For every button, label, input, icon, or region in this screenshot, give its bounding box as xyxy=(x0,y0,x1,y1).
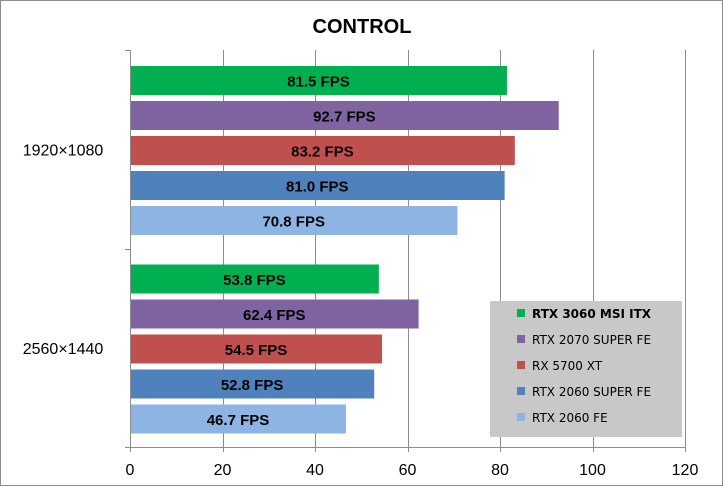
bar xyxy=(131,206,458,235)
legend-swatch xyxy=(517,361,525,369)
chart-title: CONTROL xyxy=(313,16,412,38)
bar-data-label: 92.7 FPS xyxy=(313,109,376,126)
bar xyxy=(131,101,559,130)
legend-swatch xyxy=(517,335,525,343)
legend-entry: RX 5700 XT xyxy=(532,359,603,373)
bar-data-label: 81.5 FPS xyxy=(287,74,350,91)
bar xyxy=(131,334,383,364)
legend-entry: RTX 2070 SUPER FE xyxy=(532,333,651,347)
bar-data-label: 83.2 FPS xyxy=(291,144,354,161)
x-tick-label: 20 xyxy=(214,462,232,479)
legend-swatch xyxy=(517,413,525,421)
bar-data-label: 52.8 FPS xyxy=(221,377,284,394)
bar xyxy=(131,369,375,399)
axes: 0 20 40 60 80 100 120 1920×1080 2560×1440 xyxy=(23,50,699,479)
x-tick-label: 100 xyxy=(579,462,606,479)
bar xyxy=(131,264,379,294)
bar xyxy=(131,136,515,165)
data-labels: 81.5 FPS 92.7 FPS 83.2 FPS 81.0 FPS 70.8 FPS… xyxy=(207,74,376,430)
x-tick-label: 40 xyxy=(306,462,324,479)
bar xyxy=(131,299,419,329)
x-tick-label: 60 xyxy=(399,462,417,479)
legend-entry: RTX 3060 MSI ITX xyxy=(532,307,652,321)
x-tick-label: 80 xyxy=(491,462,509,479)
bar-data-label: 53.8 FPS xyxy=(223,272,286,289)
legend: RTX 3060 MSI ITX RTX 2070 SUPER FE RX 5700… xyxy=(490,301,682,437)
legend-entry: RTX 2060 FE xyxy=(532,411,608,425)
category-label: 2560×1440 xyxy=(23,341,104,358)
bar xyxy=(131,171,505,200)
bar xyxy=(131,404,346,434)
x-tick-label: 0 xyxy=(126,462,135,479)
bars xyxy=(131,66,559,434)
bar-data-label: 54.5 FPS xyxy=(225,342,288,359)
legend-swatch xyxy=(517,309,525,317)
legend-entry: RTX 2060 SUPER FE xyxy=(532,385,651,399)
category-label: 1920×1080 xyxy=(23,142,104,159)
bar-data-label: 81.0 FPS xyxy=(286,179,349,196)
bar-data-label: 46.7 FPS xyxy=(207,412,270,429)
x-tick-label: 120 xyxy=(672,462,699,479)
bar-data-label: 62.4 FPS xyxy=(243,307,306,324)
bar-data-label: 70.8 FPS xyxy=(262,214,325,231)
bar xyxy=(131,66,507,95)
legend-swatch xyxy=(517,387,525,395)
